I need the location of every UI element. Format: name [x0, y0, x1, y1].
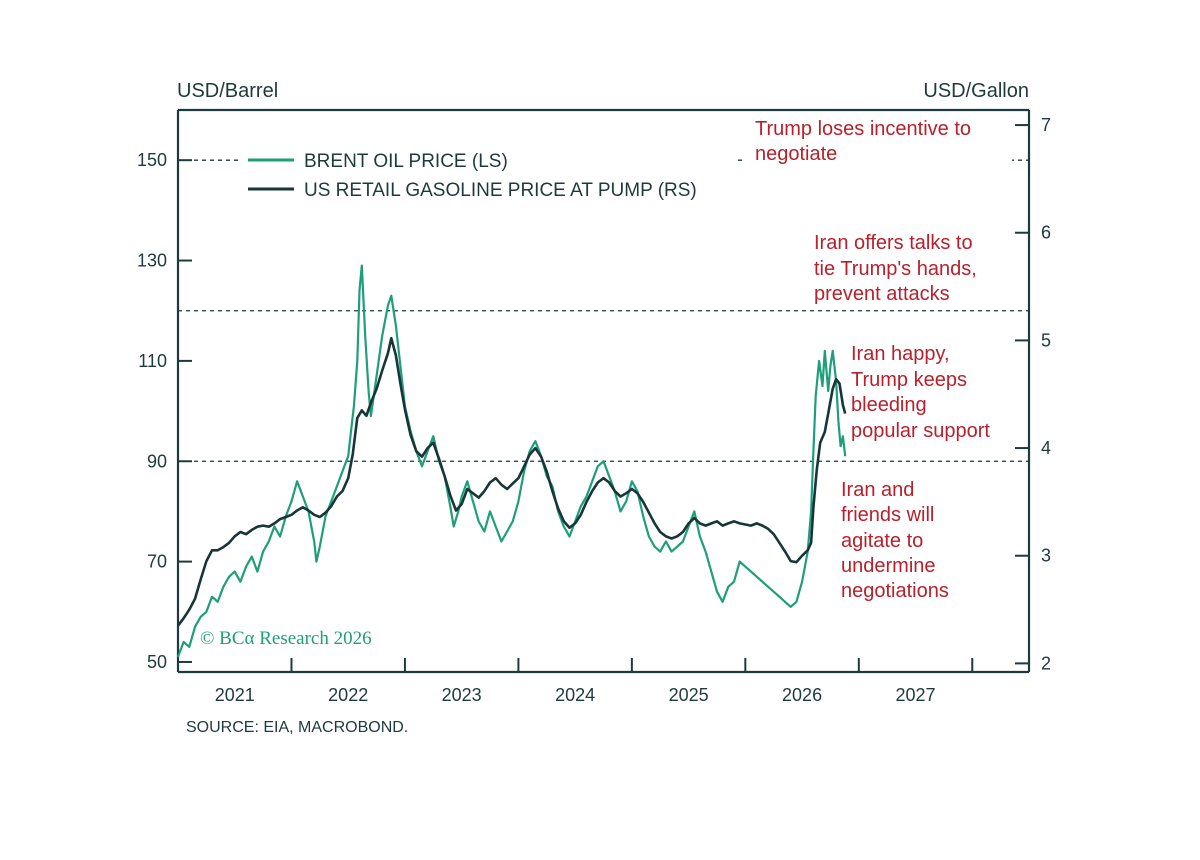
annotation-2-line-3: prevent attacks [814, 283, 950, 305]
left-tick-label-150: 150 [137, 150, 167, 170]
legend-label-gasoline: US RETAIL GASOLINE PRICE AT PUMP (RS) [304, 180, 697, 201]
left-axis: 50 70 90 110 130 150 [137, 150, 192, 672]
right-tick-label-6: 6 [1041, 223, 1051, 243]
annotation-2-line-2: tie Trump's hands, [814, 258, 977, 280]
annotation-2: Iran offers talks to tie Trump's hands, … [814, 232, 982, 305]
annotation-4-line-1: Iran and [841, 479, 914, 501]
x-tick-label-2027: 2027 [896, 685, 936, 705]
left-tick-label-110: 110 [138, 351, 167, 371]
annotation-4-line-3: agitate to [841, 530, 923, 552]
annotation-3-line-3: bleeding [851, 394, 927, 416]
x-tick-label-2022: 2022 [328, 685, 368, 705]
annotation-1-background [746, 114, 1012, 166]
brent-oil-series-line [176, 264, 847, 658]
left-tick-label-130: 130 [137, 251, 167, 271]
right-tick-label-7: 7 [1041, 115, 1051, 135]
legend-label-brent: BRENT OIL PRICE (LS) [304, 151, 508, 172]
x-tick-label-2024: 2024 [555, 685, 595, 705]
right-axis: 2 3 4 5 6 7 [1015, 115, 1051, 673]
annotation-3-line-4: popular support [851, 420, 990, 442]
x-tick-label-2021: 2021 [215, 685, 255, 705]
gasoline-price-series-line [176, 336, 847, 627]
annotation-1-line-2: negotiate [755, 143, 837, 165]
left-tick-label-90: 90 [147, 451, 167, 471]
right-tick-label-2: 2 [1041, 653, 1051, 673]
annotation-1-line-1: Trump loses incentive to [755, 118, 971, 140]
annotation-4-line-4: undermine [841, 555, 936, 577]
x-axis: 2021 2022 2023 2024 2025 2026 2027 [215, 658, 974, 705]
right-tick-label-3: 3 [1041, 546, 1051, 566]
right-tick-label-4: 4 [1041, 438, 1051, 458]
annotation-4-line-2: friends will [841, 504, 934, 526]
annotation-1: Trump loses incentive to negotiate [755, 118, 977, 165]
copyright-text: © BCα Research 2026 [200, 628, 372, 649]
series-layer [176, 264, 847, 658]
annotation-4: Iran and friends will agitate to undermi… [841, 479, 949, 602]
left-tick-label-50: 50 [147, 652, 167, 672]
x-tick-label-2025: 2025 [669, 685, 709, 705]
annotation-4-line-5: negotiations [841, 580, 949, 602]
annotation-3-line-1: Iran happy, [851, 343, 950, 365]
source-text: SOURCE: EIA, MACROBOND. [186, 719, 408, 736]
x-tick-label-2023: 2023 [442, 685, 482, 705]
annotation-2-line-1: Iran offers talks to [814, 232, 973, 254]
x-tick-label-2026: 2026 [782, 685, 822, 705]
annotation-3-line-2: Trump keeps [851, 369, 967, 391]
right-axis-unit-label: USD/Gallon [923, 80, 1029, 102]
right-tick-label-5: 5 [1041, 330, 1051, 350]
legend-background [238, 144, 738, 206]
left-tick-label-70: 70 [147, 552, 167, 572]
left-axis-unit-label: USD/Barrel [177, 80, 278, 102]
annotation-3: Iran happy, Trump keeps bleeding popular… [851, 343, 990, 442]
